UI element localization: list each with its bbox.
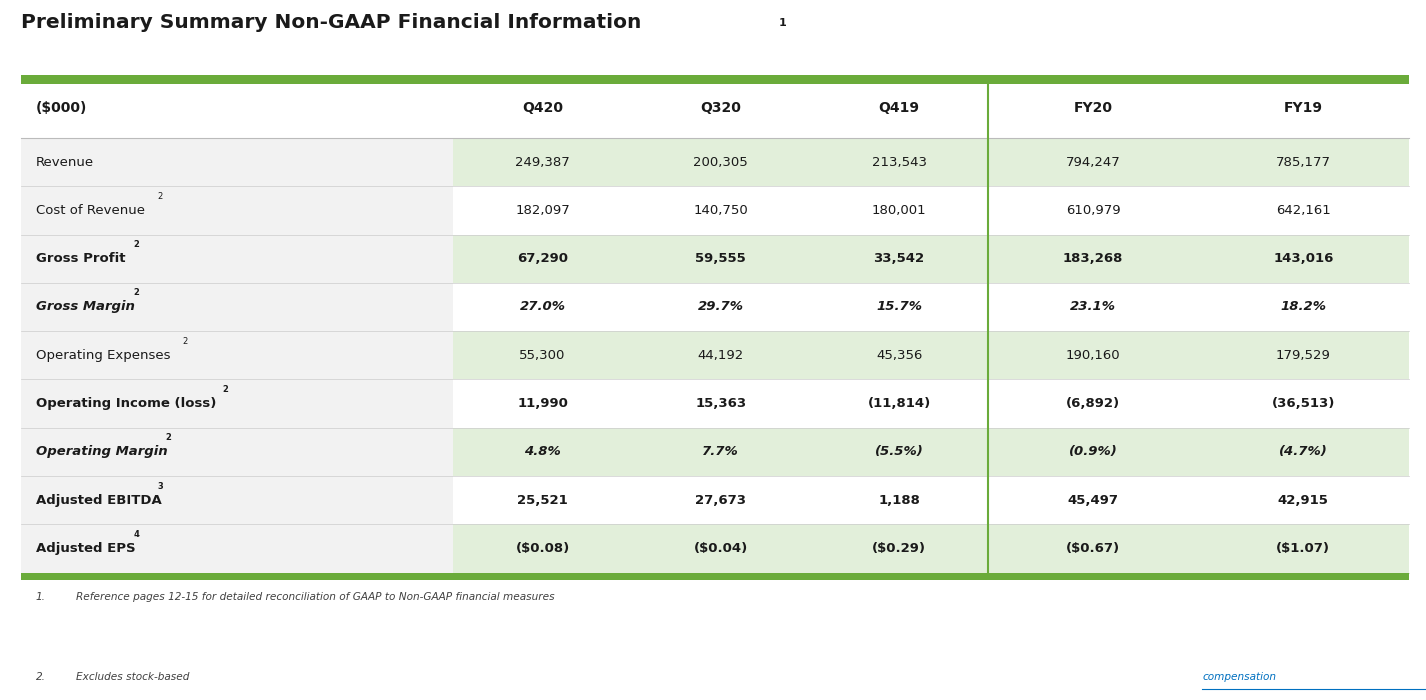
Text: 140,750: 140,750 [693, 204, 749, 217]
Text: (11,814): (11,814) [867, 397, 931, 410]
Text: 213,543: 213,543 [871, 155, 927, 169]
Text: 180,001: 180,001 [871, 204, 927, 217]
Text: (6,892): (6,892) [1067, 397, 1119, 410]
Text: 642,161: 642,161 [1276, 204, 1330, 217]
Text: Adjusted EBITDA: Adjusted EBITDA [36, 494, 161, 507]
Text: Adjusted EPS: Adjusted EPS [36, 542, 135, 555]
Text: ($1.07): ($1.07) [1276, 542, 1330, 555]
Bar [21, 138, 453, 186]
Text: 794,247: 794,247 [1065, 155, 1121, 169]
Text: Operating Income (loss): Operating Income (loss) [36, 397, 221, 410]
Bar [453, 234, 1409, 283]
Text: ($0.04): ($0.04) [693, 542, 749, 555]
Text: Gross Margin: Gross Margin [36, 300, 134, 314]
Text: 15.7%: 15.7% [876, 300, 923, 314]
Text: 2: 2 [183, 337, 187, 346]
Text: 2: 2 [133, 240, 140, 249]
Text: 143,016: 143,016 [1273, 252, 1333, 265]
Text: 45,356: 45,356 [876, 349, 923, 362]
Text: 4.8%: 4.8% [525, 445, 560, 458]
Text: 1.: 1. [36, 592, 46, 602]
Text: (0.9%): (0.9%) [1068, 445, 1118, 458]
Text: compensation: compensation [1202, 673, 1276, 682]
Text: FY20: FY20 [1074, 102, 1112, 116]
Text: ($0.29): ($0.29) [873, 542, 925, 555]
Text: (5.5%): (5.5%) [874, 445, 924, 458]
Text: ($0.67): ($0.67) [1067, 542, 1119, 555]
Bar [453, 283, 1409, 331]
Bar [21, 331, 453, 379]
Text: 15,363: 15,363 [696, 397, 746, 410]
Text: 18.2%: 18.2% [1281, 300, 1326, 314]
Bar [21, 75, 1409, 84]
Text: 179,529: 179,529 [1276, 349, 1330, 362]
Text: 610,979: 610,979 [1065, 204, 1121, 217]
Text: 2: 2 [133, 288, 140, 298]
Text: 183,268: 183,268 [1062, 252, 1124, 265]
Text: 23.1%: 23.1% [1070, 300, 1117, 314]
Bar [453, 428, 1409, 476]
Text: 4: 4 [133, 530, 140, 539]
Bar [453, 476, 1409, 524]
Text: 1,188: 1,188 [878, 494, 920, 507]
Text: 55,300: 55,300 [519, 349, 566, 362]
Text: 59,555: 59,555 [696, 252, 746, 265]
Text: ($0.08): ($0.08) [515, 542, 570, 555]
Text: Cost of Revenue: Cost of Revenue [36, 204, 144, 217]
Text: Reference pages 12-15 for detailed reconciliation of GAAP to Non-GAAP financial : Reference pages 12-15 for detailed recon… [76, 592, 555, 602]
Text: 11,990: 11,990 [518, 397, 568, 410]
Text: Operating Expenses: Operating Expenses [36, 349, 170, 362]
Text: 27,673: 27,673 [696, 494, 746, 507]
Bar [453, 331, 1409, 379]
Text: Q320: Q320 [700, 102, 742, 116]
Bar [453, 379, 1409, 428]
Text: 2: 2 [165, 433, 171, 442]
Text: 33,542: 33,542 [874, 252, 924, 265]
Bar [453, 186, 1409, 235]
Text: 785,177: 785,177 [1276, 155, 1330, 169]
Text: Gross Profit: Gross Profit [36, 252, 125, 265]
Text: 42,915: 42,915 [1278, 494, 1329, 507]
Text: 200,305: 200,305 [693, 155, 749, 169]
Bar [21, 379, 453, 428]
Text: 7.7%: 7.7% [703, 445, 739, 458]
Text: 190,160: 190,160 [1065, 349, 1121, 362]
Text: Operating Margin: Operating Margin [36, 445, 167, 458]
Text: 182,097: 182,097 [515, 204, 570, 217]
Bar [21, 524, 453, 573]
Bar [21, 573, 1409, 580]
Text: 2: 2 [157, 192, 163, 201]
Bar [21, 186, 453, 235]
Bar [21, 476, 453, 524]
Bar [21, 234, 453, 283]
Text: 3: 3 [157, 482, 164, 491]
Text: 45,497: 45,497 [1068, 494, 1118, 507]
Bar [453, 138, 1409, 186]
Text: Revenue: Revenue [36, 155, 94, 169]
Text: Q419: Q419 [878, 102, 920, 116]
Text: 27.0%: 27.0% [519, 300, 566, 314]
Text: 249,387: 249,387 [515, 155, 570, 169]
Text: Q420: Q420 [522, 102, 563, 116]
Text: 44,192: 44,192 [697, 349, 744, 362]
Text: (4.7%): (4.7%) [1279, 445, 1328, 458]
Text: 2: 2 [222, 385, 228, 394]
Text: 25,521: 25,521 [518, 494, 568, 507]
Bar [453, 524, 1409, 573]
Text: 1: 1 [779, 18, 786, 28]
Text: Preliminary Summary Non-GAAP Financial Information: Preliminary Summary Non-GAAP Financial I… [21, 13, 642, 32]
Bar [21, 428, 453, 476]
Bar [21, 283, 453, 331]
Text: FY19: FY19 [1283, 102, 1323, 116]
Text: 67,290: 67,290 [518, 252, 568, 265]
Text: 2.: 2. [36, 673, 46, 682]
Text: ($000): ($000) [36, 102, 87, 116]
Text: 29.7%: 29.7% [697, 300, 744, 314]
Text: (36,513): (36,513) [1272, 397, 1335, 410]
Text: Excludes stock-based: Excludes stock-based [76, 673, 193, 682]
